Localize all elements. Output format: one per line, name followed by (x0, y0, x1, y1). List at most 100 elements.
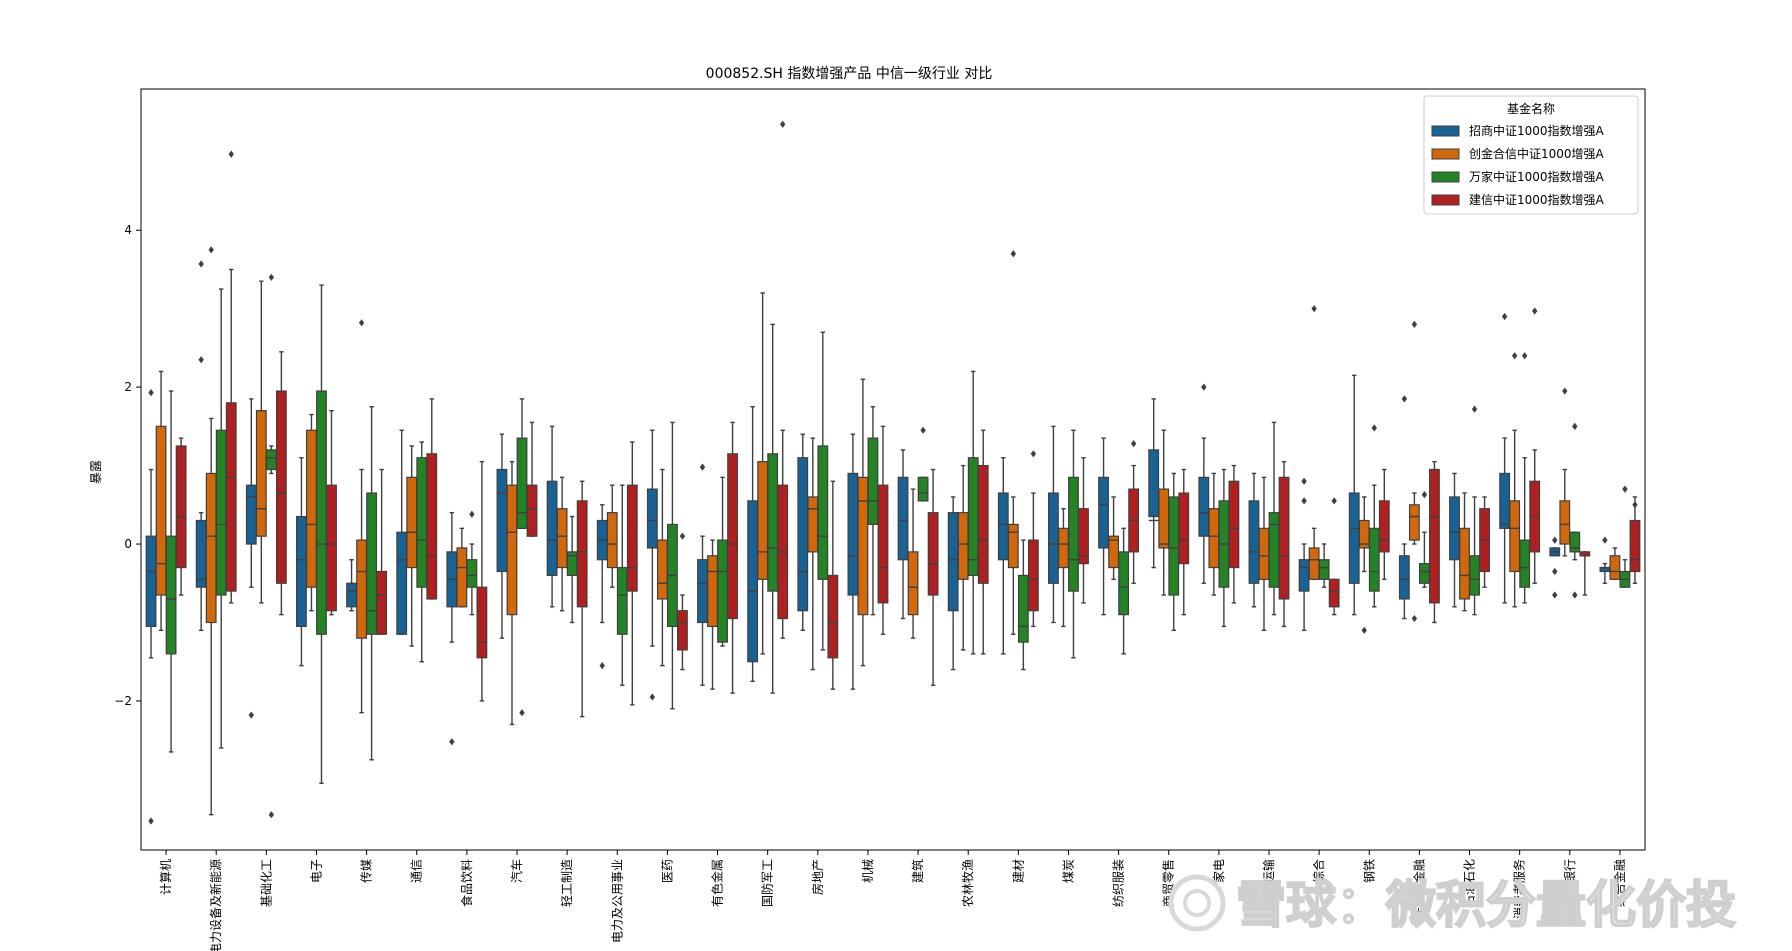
box-11-1 (707, 539, 718, 690)
plot-frame (140, 88, 1646, 851)
outlier-point (1411, 320, 1418, 328)
outlier-point (198, 356, 204, 364)
outlier-point (1501, 312, 1508, 321)
box-19-3 (1128, 440, 1140, 584)
x-tick-label: 基础化工 (259, 859, 273, 907)
x-tick-label: 建筑 (910, 859, 925, 883)
x-tick-label: 汽车 (509, 859, 524, 883)
iqr-box (516, 437, 528, 529)
watermark-text: 雪球：微积分量化价投 (1236, 876, 1736, 934)
box-21-2 (1218, 468, 1230, 628)
box-18-3 (1078, 457, 1089, 604)
box-13-1 (807, 437, 819, 671)
box-20-0 (1148, 398, 1160, 569)
iqr-box (496, 468, 508, 573)
outlier-point (1572, 422, 1578, 430)
legend-swatch (1431, 148, 1460, 160)
box-3-2 (316, 284, 327, 785)
box-11-3 (727, 421, 738, 694)
box-27-1 (1509, 352, 1521, 608)
box-20-2 (1168, 472, 1180, 632)
iqr-box (1017, 574, 1029, 643)
box-12-0 (747, 406, 759, 683)
outlier-point (699, 463, 706, 471)
box-26-0 (1449, 472, 1460, 608)
x-tick-label: 医药 (660, 859, 674, 883)
box-12-2 (767, 323, 779, 694)
outlier-point (1311, 305, 1317, 313)
iqr-box (877, 484, 889, 604)
box-0-0 (145, 389, 157, 825)
iqr-box (1469, 555, 1480, 596)
iqr-box (727, 453, 738, 620)
x-tick-label: 家电 (1211, 859, 1226, 883)
x-tick-label: 电力及公用事业 (610, 859, 624, 943)
iqr-box (1559, 500, 1571, 545)
outlier-point (248, 711, 254, 719)
box-23-2 (1318, 543, 1330, 588)
y-tick-label: 0 (124, 537, 132, 551)
box-5-3 (426, 398, 438, 600)
iqr-box (907, 551, 919, 616)
x-tick-label: 钢铁 (1362, 859, 1376, 883)
iqr-box (1378, 500, 1390, 553)
x-tick-label: 综合金融 (1612, 859, 1627, 907)
box-29-3 (1629, 496, 1641, 584)
iqr-box (1519, 539, 1531, 588)
x-tick-label: 传媒 (359, 859, 374, 883)
iqr-box (707, 555, 718, 628)
iqr-box (1058, 527, 1069, 569)
box-24-3 (1378, 468, 1390, 581)
box-17-0 (997, 457, 1009, 655)
outlier-point (1130, 440, 1137, 448)
iqr-box (1027, 539, 1039, 612)
box-6-2 (466, 510, 478, 616)
iqr-box (1168, 496, 1180, 596)
legend-swatch (1431, 125, 1460, 137)
box-6-1 (456, 527, 468, 608)
iqr-box (807, 496, 819, 553)
box-21-3 (1228, 464, 1240, 604)
iqr-box (195, 519, 207, 588)
x-tick-label: 有色金属 (710, 859, 725, 907)
box-25-1 (1408, 320, 1420, 623)
outlier-point (198, 260, 204, 268)
x-tick-label: 通信 (410, 859, 424, 883)
iqr-box (406, 476, 418, 569)
iqr-box (1278, 476, 1290, 600)
x-tick-label: 建材 (1011, 859, 1025, 883)
box-13-3 (827, 480, 839, 690)
box-8-3 (576, 480, 588, 718)
iqr-box (175, 445, 187, 569)
iqr-box (797, 457, 809, 612)
iqr-box (556, 508, 568, 569)
box-15-0 (897, 449, 909, 620)
iqr-box (306, 429, 317, 588)
outlier-point (1201, 383, 1207, 391)
legend-swatch (1431, 194, 1460, 206)
x-tick-label: 交通运输 (1261, 859, 1276, 907)
box-27-0 (1499, 312, 1511, 604)
outlier-point (358, 319, 365, 327)
box-10-1 (656, 468, 668, 667)
box-18-1 (1058, 508, 1069, 628)
outlier-point (1532, 307, 1538, 315)
iqr-box (1308, 547, 1320, 580)
iqr-box (1148, 449, 1160, 518)
x-tick-label: 石油石化 (1463, 859, 1477, 907)
iqr-box (576, 500, 588, 608)
box-28-3 (1579, 551, 1591, 596)
outlier-point (519, 709, 525, 717)
iqr-box (1208, 508, 1220, 569)
box-19-0 (1098, 437, 1109, 616)
box-13-0 (797, 433, 809, 632)
iqr-box (1098, 476, 1109, 549)
box-24-0 (1348, 374, 1360, 616)
box-7-0 (496, 433, 508, 639)
legend-title: 基金名称 (1507, 101, 1555, 116)
x-tick-label: 轻工制造 (560, 859, 574, 907)
box-20-1 (1158, 429, 1170, 596)
y-tick-label: −2 (114, 694, 132, 708)
iqr-box (1078, 508, 1089, 565)
box-3-3 (326, 409, 337, 616)
